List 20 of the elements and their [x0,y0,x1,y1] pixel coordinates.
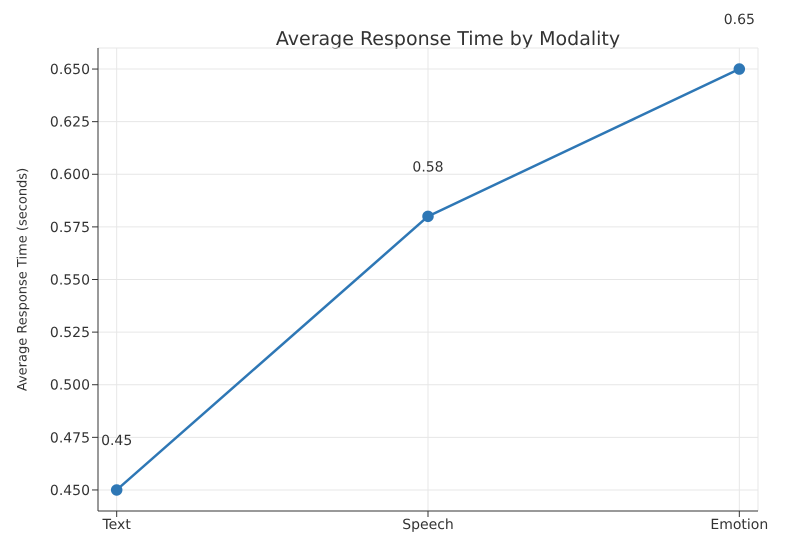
point [422,210,434,222]
y-tick-label: 0.450 [50,482,90,499]
y-axis-title: Average Response Time (seconds) [16,168,31,392]
y-tick-label: 0.550 [50,272,90,288]
y-tick-label: 0.625 [50,114,90,131]
y-tick-label: 0.475 [50,430,90,446]
point [110,484,122,496]
x-tick-label: Emotion [710,516,768,533]
y-tick-label: 0.500 [50,378,90,394]
y-tick-label: 0.525 [50,325,90,342]
data-label: 0.58 [412,159,444,176]
data-label: 0.65 [724,12,755,28]
y-tick-label: 0.600 [50,167,90,184]
y-tick-label: 0.575 [50,220,90,236]
chart-title: Average Response Time by Modality [274,28,622,50]
point [734,63,746,75]
y-tick-label: 0.650 [50,62,90,78]
data-label: 0.45 [101,432,132,449]
x-tick-label: Text [102,516,132,533]
x-tick-label: Speech [402,516,454,533]
